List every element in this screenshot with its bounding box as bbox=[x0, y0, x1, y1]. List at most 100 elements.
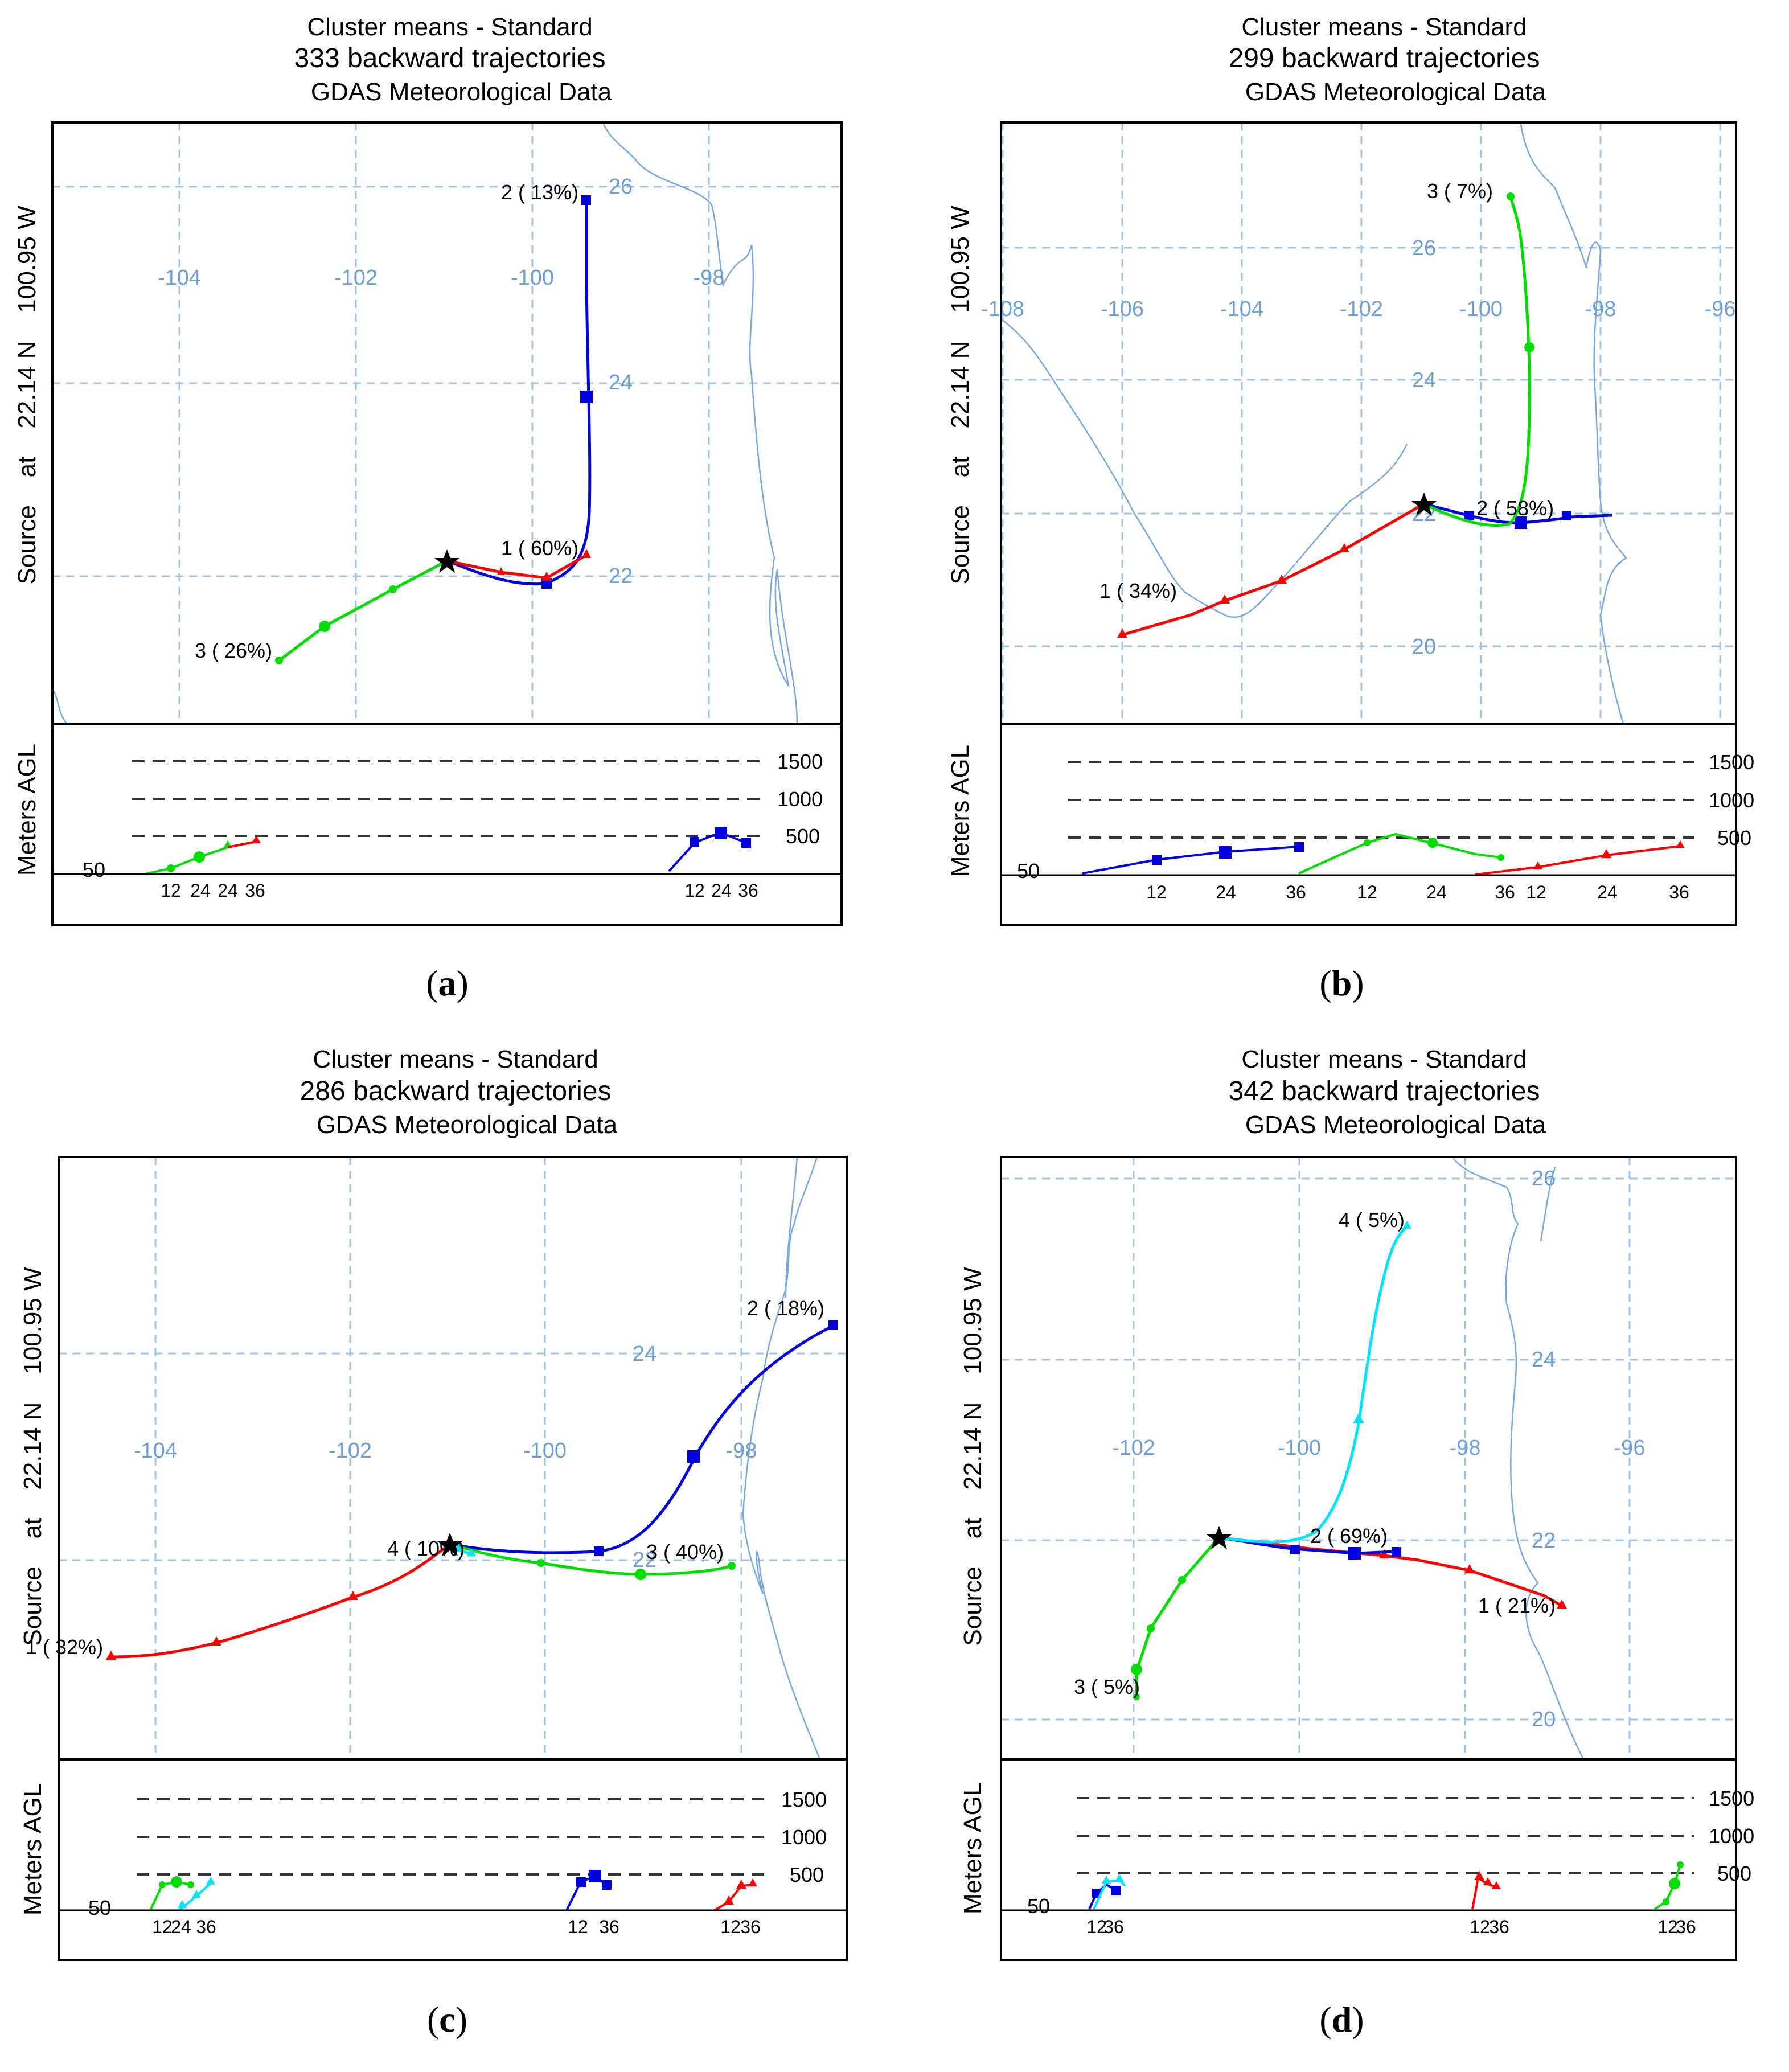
panel-c-trajectory-1 bbox=[106, 1543, 451, 1660]
hour-tick: 36 bbox=[245, 880, 265, 901]
red-triangle-marker bbox=[1220, 594, 1230, 604]
lon-label: -104 bbox=[158, 266, 201, 290]
hour-tick: 12 bbox=[152, 1917, 173, 1937]
panel-d-coastline bbox=[1451, 1156, 1585, 1760]
lat-label: 22 bbox=[633, 1548, 656, 1572]
panel-d-title-1: Cluster means - Standard bbox=[1241, 1045, 1527, 1073]
lat-label: 20 bbox=[1532, 1708, 1556, 1732]
red-triangle-marker bbox=[1464, 1564, 1475, 1573]
lat-label: 22 bbox=[609, 564, 633, 588]
panel-c-y-axis-label: Source at 22.14 N 100.95 W bbox=[19, 1267, 47, 1646]
panel-c: Cluster means - Standard 286 backward tr… bbox=[0, 1036, 894, 2072]
cluster-label: 1 ( 60%) bbox=[501, 536, 578, 560]
hour-tick: 36 bbox=[1286, 882, 1306, 902]
green-circle-marker bbox=[1178, 1576, 1186, 1584]
caption-letter: d bbox=[1331, 1999, 1352, 2040]
hour-tick: 24 bbox=[1597, 882, 1618, 902]
panel-c-trajectory-2 bbox=[449, 1320, 838, 1556]
panel-b-trajectory-1 bbox=[1117, 502, 1425, 638]
height-base-label: 500 bbox=[790, 1863, 824, 1886]
lat-label: 24 bbox=[633, 1342, 656, 1366]
cluster-label: 3 ( 5%) bbox=[1074, 1675, 1140, 1698]
caption-letter: a bbox=[438, 963, 457, 1003]
height-base-label: 50 bbox=[83, 858, 105, 881]
panel-d: Cluster means - Standard 342 backward tr… bbox=[894, 1036, 1789, 2072]
red-triangle-marker bbox=[348, 1591, 358, 1600]
panel-a-title-3: GDAS Meteorological Data bbox=[311, 78, 612, 106]
green-circle-marker bbox=[1133, 1693, 1140, 1700]
blue-square-marker bbox=[1348, 1547, 1361, 1560]
blue-square-marker bbox=[1290, 1545, 1300, 1554]
lon-label: -102 bbox=[1112, 1436, 1155, 1460]
height-base-label: 50 bbox=[1017, 859, 1040, 883]
blue-square-marker bbox=[594, 1546, 604, 1556]
caption-letter: b bbox=[1331, 963, 1352, 1003]
panel-c-map-grid bbox=[59, 1157, 847, 1759]
panel-b-coastline bbox=[1520, 124, 1627, 725]
source-star-icon bbox=[1411, 493, 1437, 516]
panel-d-trajectory-4 bbox=[1218, 1221, 1411, 1544]
red-triangle-marker bbox=[1557, 1599, 1567, 1609]
hour-tick: 24 bbox=[711, 880, 732, 901]
panel-c-lat-labels: 24 22 bbox=[633, 1342, 656, 1572]
cluster-label: 2 ( 13%) bbox=[501, 180, 578, 204]
panel-c-height-panel: 1500 1000 500 50 Meters AGL 12 24 36 12 … bbox=[19, 1783, 827, 1937]
lon-label: -104 bbox=[134, 1439, 177, 1463]
blue-square-marker bbox=[1464, 511, 1474, 520]
height-axis-label: Meters AGL bbox=[946, 745, 974, 877]
panel-b-trajectory-3 bbox=[1423, 192, 1534, 527]
blue-square-marker bbox=[1515, 516, 1527, 529]
green-circle-marker bbox=[1507, 192, 1515, 200]
panel-b-height-panel: 1500 1000 500 50 Meters AGL 12 24 36 12 … bbox=[946, 745, 1754, 902]
hour-tick: 12 bbox=[684, 880, 705, 901]
panel-a-height-panel: 1500 1000 500 50 Meters AGL 12 24 24 36 … bbox=[13, 744, 823, 901]
lon-label: -96 bbox=[1614, 1436, 1646, 1460]
hour-tick: 12 bbox=[161, 880, 181, 901]
panel-d-lat-labels: 26 24 22 20 bbox=[1532, 1167, 1556, 1732]
lat-label: 24 bbox=[1412, 368, 1436, 392]
source-star-icon bbox=[1207, 1526, 1232, 1549]
height-axis-label: Meters AGL bbox=[13, 744, 41, 876]
source-star-icon bbox=[434, 549, 459, 573]
panel-c-title-1: Cluster means - Standard bbox=[313, 1045, 598, 1073]
red-triangle-marker bbox=[582, 549, 591, 558]
lat-label: 24 bbox=[609, 371, 633, 395]
lat-label: 24 bbox=[1532, 1348, 1556, 1372]
panel-c-lon-labels: -104 -102 -100 -98 bbox=[134, 1439, 757, 1463]
height-level-label: 1500 bbox=[1709, 1787, 1754, 1810]
panel-a-coastline-west bbox=[51, 688, 68, 725]
height-level-label: 1000 bbox=[781, 1825, 827, 1849]
lon-label: -108 bbox=[981, 297, 1024, 321]
panel-b-map-grid bbox=[1001, 122, 1736, 724]
cluster-label: 3 ( 40%) bbox=[646, 1540, 724, 1564]
panel-c-coastline bbox=[742, 1156, 821, 1760]
panel-d-title-2: 342 backward trajectories bbox=[1229, 1076, 1540, 1106]
panel-a-frame bbox=[51, 121, 843, 926]
cluster-label: 4 ( 10%) bbox=[387, 1537, 465, 1560]
blue-square-marker bbox=[1392, 1547, 1401, 1557]
source-star-icon bbox=[437, 1533, 462, 1556]
lat-label: 20 bbox=[1412, 635, 1436, 659]
green-circle-marker bbox=[537, 1559, 545, 1567]
red-triangle-marker bbox=[1379, 1549, 1389, 1558]
lon-label: -96 bbox=[1705, 297, 1736, 321]
lon-label: -98 bbox=[726, 1439, 757, 1463]
lon-label: -100 bbox=[523, 1439, 567, 1463]
blue-square-marker bbox=[580, 391, 593, 403]
lon-label: -98 bbox=[1585, 297, 1616, 321]
cluster-label: 1 ( 21%) bbox=[1478, 1594, 1556, 1617]
height-level-label: 1500 bbox=[781, 1788, 827, 1811]
hour-tick: 12 bbox=[1086, 1917, 1107, 1937]
lon-label: -100 bbox=[1459, 297, 1503, 321]
lat-label: 26 bbox=[609, 175, 633, 199]
height-axis-label: Meters AGL bbox=[959, 1782, 987, 1914]
hour-tick: 36 bbox=[599, 1917, 619, 1937]
hour-tick: 24 bbox=[1216, 882, 1236, 902]
red-triangle-marker bbox=[1277, 575, 1287, 584]
panel-b-y-axis-label: Source at 22.14 N 100.95 W bbox=[946, 206, 974, 585]
cluster-label: 2 ( 69%) bbox=[1310, 1524, 1388, 1548]
green-circle-marker bbox=[1147, 1624, 1155, 1632]
hour-tick: 36 bbox=[1489, 1917, 1509, 1937]
green-circle-marker bbox=[389, 585, 397, 593]
cluster-label: 3 ( 26%) bbox=[195, 639, 272, 662]
